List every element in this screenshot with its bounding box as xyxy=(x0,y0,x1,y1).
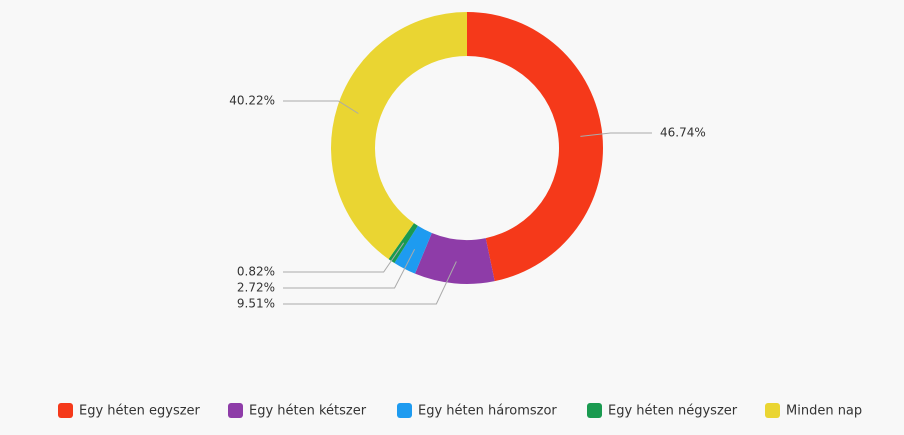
data-label: 46.74% xyxy=(660,126,706,140)
leader-line xyxy=(283,100,359,114)
data-label: 0.82% xyxy=(237,265,275,279)
data-label: 9.51% xyxy=(237,297,275,311)
donut-slice xyxy=(394,225,432,274)
data-label: 2.72% xyxy=(237,281,275,295)
legend-marker xyxy=(228,403,243,418)
legend-marker xyxy=(397,403,412,418)
legend-marker xyxy=(58,403,73,418)
legend-label: Egy héten kétszer xyxy=(249,404,367,419)
donut-slice xyxy=(330,11,467,260)
leader-line xyxy=(283,242,405,273)
legend-label: Egy héten háromszor xyxy=(418,404,557,419)
data-label: 40.22% xyxy=(229,94,275,108)
legend-label: Egy héten négyszer xyxy=(608,404,738,419)
donut-slice xyxy=(467,12,603,282)
legend-marker xyxy=(587,403,602,418)
leader-line xyxy=(283,261,457,305)
legend-marker xyxy=(765,403,780,418)
legend-label: Egy héten egyszer xyxy=(79,404,201,419)
leader-line xyxy=(283,249,416,289)
legend-label: Minden nap xyxy=(786,404,862,419)
donut-slice xyxy=(414,233,495,284)
leader-line xyxy=(580,132,652,137)
